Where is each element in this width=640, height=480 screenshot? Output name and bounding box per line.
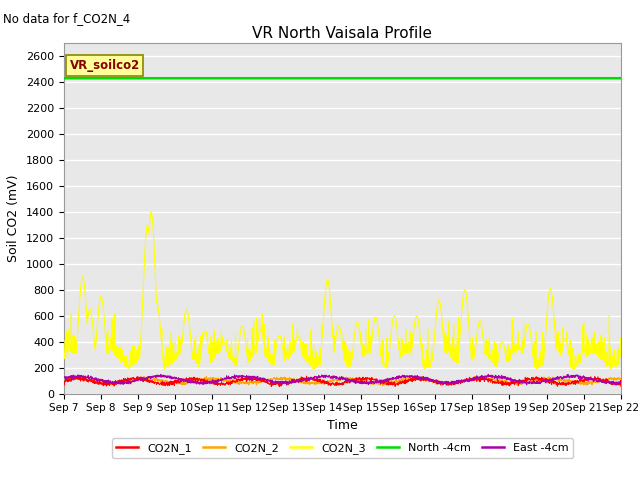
Y-axis label: Soil CO2 (mV): Soil CO2 (mV): [8, 175, 20, 262]
Title: VR North Vaisala Profile: VR North Vaisala Profile: [252, 25, 433, 41]
Legend: CO2N_1, CO2N_2, CO2N_3, North -4cm, East -4cm: CO2N_1, CO2N_2, CO2N_3, North -4cm, East…: [112, 438, 573, 458]
X-axis label: Time: Time: [327, 419, 358, 432]
Text: No data for f_CO2N_4: No data for f_CO2N_4: [3, 12, 131, 25]
Text: VR_soilco2: VR_soilco2: [70, 59, 140, 72]
